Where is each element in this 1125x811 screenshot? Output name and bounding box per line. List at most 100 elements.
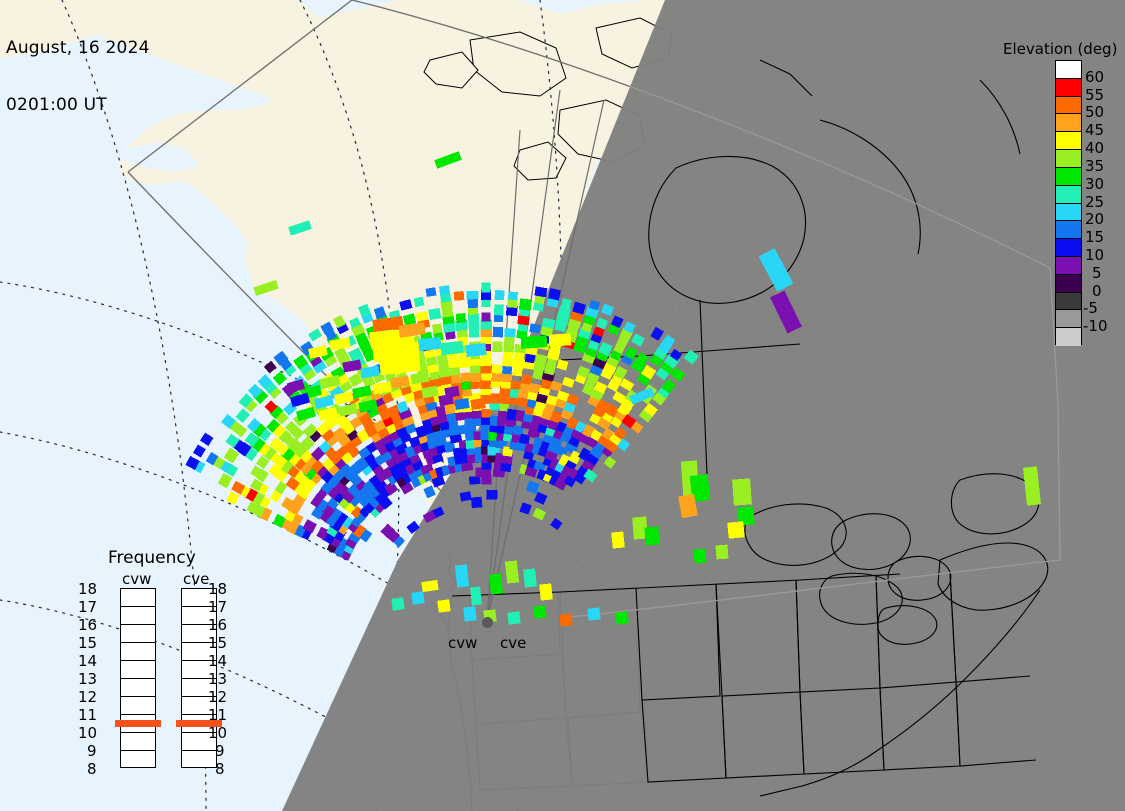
frequency-segment [182, 733, 216, 751]
scatter-cell-far [615, 611, 629, 625]
scatter-cell-nw [314, 394, 334, 410]
scatter-cell-nw [454, 398, 470, 410]
scatter-cell [444, 403, 458, 415]
scatter-cell [662, 334, 676, 348]
scatter-cell [373, 306, 387, 320]
scatter-cell [302, 519, 317, 534]
scatter-cell [480, 356, 492, 367]
scatter-cell [287, 438, 303, 453]
colorbar-tick-55: 55 [1085, 85, 1105, 104]
scatter-cell [652, 390, 668, 406]
colorbar-tick-25: 25 [1085, 192, 1105, 211]
colorbar-tick-5: 5 [1092, 263, 1102, 282]
scatter-cell [528, 382, 542, 394]
scatter-cell [548, 288, 561, 301]
scatter-cell [480, 416, 492, 425]
scatter-cell [481, 312, 491, 322]
frequency-segment [182, 589, 216, 607]
scatter-cell-nw [360, 365, 380, 379]
colorbar-tick-10: 10 [1085, 245, 1105, 264]
frequency-bar-label-cve: cve [183, 570, 210, 588]
frequency-segment [121, 661, 155, 679]
scatter-cell [246, 417, 262, 433]
scatter-cell [550, 517, 563, 531]
scatter-cell-nw [444, 385, 460, 399]
scatter-cell [610, 415, 623, 428]
scatter-cell [513, 350, 525, 362]
scatter-cell [683, 349, 699, 365]
frequency-tick-8: 8 [215, 760, 225, 778]
scatter-cell [624, 346, 638, 360]
colorbar-band-12 [1056, 274, 1081, 293]
scatter-cell-nw [379, 356, 421, 376]
frequency-segment [121, 607, 155, 625]
scatter-cell-nw [440, 340, 464, 356]
scatter-cell [653, 347, 668, 360]
frequency-tick-9: 9 [87, 742, 97, 760]
scatter-cell [285, 476, 300, 491]
scatter-cell [499, 401, 510, 412]
scatter-cell [283, 363, 297, 377]
frequency-tick-15: 15 [78, 634, 98, 652]
scatter-cell [554, 444, 569, 457]
scatter-cell [264, 400, 278, 414]
frequency-segment [182, 715, 216, 733]
scatter-cell [598, 341, 613, 357]
scatter-cell [238, 393, 254, 409]
scatter-cell [425, 287, 437, 297]
scatter-cell [621, 413, 637, 429]
frequency-segment [182, 661, 216, 679]
timestamp-date: August, 16 2024 [6, 38, 150, 58]
scatter-cell [596, 416, 612, 431]
scatter-cell [336, 322, 349, 335]
scatter-cell [256, 469, 269, 483]
scatter-cell [249, 436, 266, 453]
scatter-cell [348, 347, 364, 363]
scatter-cell [357, 527, 373, 543]
scatter-cell [492, 326, 504, 338]
scatter-cell [225, 433, 240, 448]
scatter-cell [361, 417, 375, 431]
scatter-cell [481, 371, 491, 381]
scatter-cell [185, 455, 200, 470]
frequency-tick-13: 13 [208, 670, 228, 688]
colorbar-band-0 [1056, 61, 1081, 79]
scatter-cell-nw [418, 336, 442, 352]
colorbar-band-1 [1056, 78, 1081, 97]
scatter-cell [252, 422, 267, 438]
scatter-cell [503, 334, 515, 346]
colorbar-band-5 [1056, 150, 1081, 168]
frequency-tick-15: 15 [208, 634, 228, 652]
scatter-cell [649, 352, 664, 367]
scatter-cell [560, 298, 572, 311]
scatter-cell [308, 328, 323, 342]
colorbar-band-7 [1056, 185, 1081, 204]
scatter-cell-nw [421, 385, 439, 399]
colorbar-band-8 [1056, 203, 1081, 222]
scatter-cell [348, 317, 361, 329]
scatter-cell [271, 423, 287, 439]
scatter-cell-nw [390, 375, 410, 389]
scatter-cell [320, 427, 336, 442]
colorbar-band-2 [1056, 96, 1081, 115]
frequency-tick-16: 16 [208, 616, 228, 634]
scatter-cell [509, 386, 521, 399]
scatter-cell [252, 388, 269, 405]
scatter-cell [505, 305, 518, 317]
scatter-cell [402, 313, 417, 326]
colorbar-tick-60: 60 [1085, 67, 1105, 86]
scatter-cell [576, 365, 590, 379]
scatter-cell [480, 378, 492, 390]
scatter-cell [257, 374, 273, 390]
scatter-cell-nw [338, 403, 358, 417]
frequency-segment [121, 697, 155, 715]
scatter-cell [460, 461, 474, 472]
colorbar [1055, 60, 1082, 346]
scatter-cell-far [758, 248, 794, 292]
frequency-marker-cve [176, 720, 222, 727]
scatter-cell [549, 410, 563, 424]
scatter-cell [200, 432, 214, 446]
scatter-cell [386, 404, 401, 417]
scatter-cell [468, 319, 480, 330]
